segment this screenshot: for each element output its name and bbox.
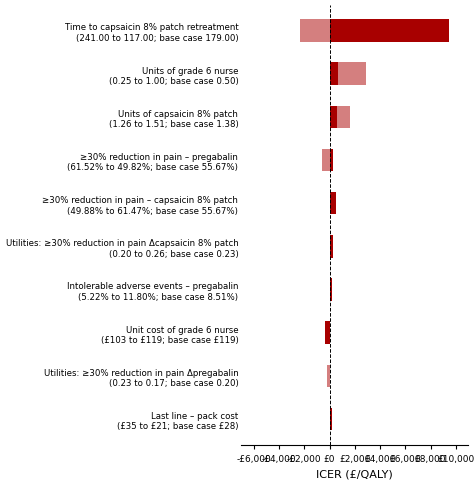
Bar [329,193,337,215]
Bar [325,322,329,344]
Bar [329,106,337,129]
Bar [329,236,333,258]
Bar [338,63,366,86]
X-axis label: ICER (£/QALY): ICER (£/QALY) [316,469,393,479]
Bar [322,150,329,172]
Bar [329,408,332,430]
Bar [329,150,333,172]
Bar [329,63,338,86]
Bar [301,20,329,43]
Bar [327,365,329,387]
Bar [329,279,332,301]
Bar [329,20,449,43]
Bar [337,106,350,129]
